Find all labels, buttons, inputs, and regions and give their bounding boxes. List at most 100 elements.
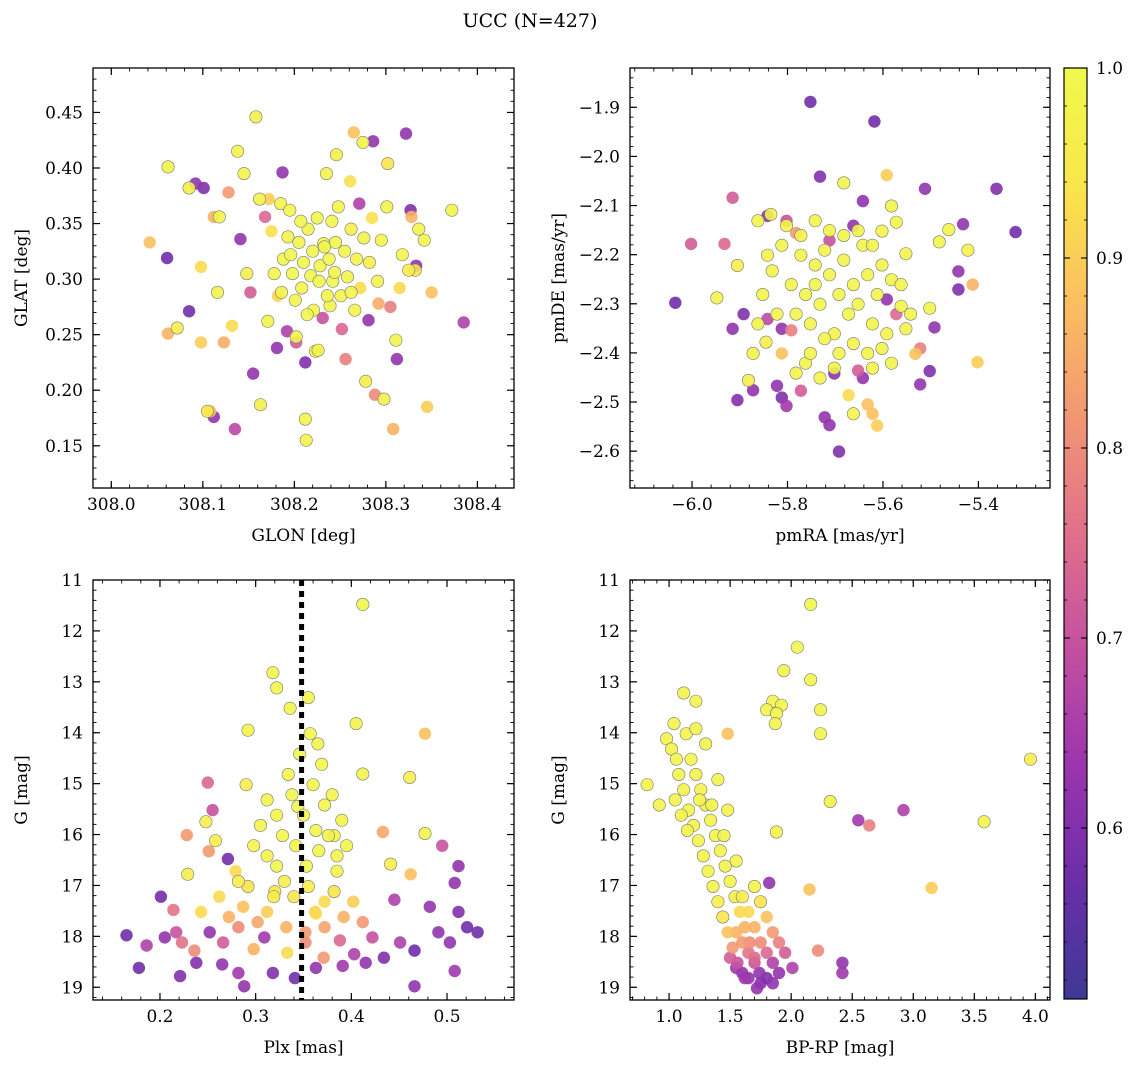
- data-point: [889, 215, 903, 229]
- data-point: [971, 356, 984, 369]
- x-axis-label: pmRA [mas/yr]: [775, 526, 904, 546]
- data-point: [344, 285, 358, 299]
- data-point: [766, 926, 779, 939]
- data-point: [713, 844, 727, 858]
- data-point: [866, 407, 879, 420]
- y-tick-label: 19: [61, 978, 83, 998]
- data-point: [730, 258, 744, 272]
- colorbar-tick-label: 0.6: [1096, 819, 1123, 839]
- y-tick-label: 13: [598, 673, 620, 693]
- data-point: [356, 767, 370, 781]
- data-point: [691, 834, 705, 848]
- data-point: [217, 336, 231, 349]
- data-point: [309, 823, 323, 837]
- data-point: [832, 287, 846, 301]
- data-point: [818, 332, 832, 346]
- y-tick-label: −1.9: [579, 98, 620, 118]
- data-point: [729, 854, 743, 868]
- data-point: [923, 364, 936, 378]
- data-point: [766, 977, 779, 990]
- data-point: [711, 895, 725, 909]
- data-point: [362, 255, 376, 269]
- data-point: [677, 783, 691, 797]
- data-point: [143, 236, 156, 249]
- data-point: [772, 966, 786, 980]
- data-point: [181, 867, 195, 881]
- data-point: [266, 666, 280, 680]
- data-point: [731, 393, 744, 407]
- data-point: [818, 243, 832, 257]
- data-point: [366, 135, 380, 148]
- y-tick-label: 0.35: [45, 215, 83, 235]
- data-point: [770, 307, 784, 321]
- data-point: [274, 197, 288, 211]
- data-point: [804, 673, 818, 687]
- y-tick-label: 12: [598, 622, 620, 642]
- data-point: [966, 278, 979, 291]
- data-point: [340, 270, 354, 284]
- x-tick-label: −6.0: [671, 495, 712, 515]
- data-point: [161, 160, 175, 174]
- data-point: [894, 278, 908, 292]
- data-point: [199, 815, 213, 829]
- data-point: [408, 980, 421, 993]
- data-point: [808, 258, 822, 272]
- data-point: [823, 234, 836, 247]
- data-point: [726, 191, 739, 204]
- data-point: [260, 793, 274, 807]
- data-point: [754, 895, 768, 909]
- data-point: [170, 321, 184, 335]
- data-point: [768, 717, 782, 731]
- data-point: [837, 229, 851, 243]
- data-point: [760, 910, 773, 924]
- x-tick-label: 3.0: [900, 1007, 927, 1027]
- data-point: [718, 237, 731, 251]
- data-point: [388, 893, 401, 906]
- data-point: [861, 346, 875, 360]
- data-point: [823, 794, 837, 808]
- data-point: [267, 267, 281, 281]
- data-point: [298, 412, 312, 426]
- data-point: [751, 317, 765, 331]
- data-point: [865, 361, 879, 375]
- x-tick-label: 1.0: [656, 1007, 683, 1027]
- data-point: [347, 126, 360, 139]
- data-point: [160, 251, 174, 265]
- data-point: [894, 299, 908, 313]
- data-point: [389, 333, 403, 347]
- data-point: [301, 691, 315, 705]
- data-point: [337, 910, 350, 924]
- data-point: [746, 346, 760, 360]
- data-point: [262, 192, 275, 206]
- data-point: [247, 942, 260, 956]
- data-point: [420, 400, 434, 414]
- data-point: [880, 168, 893, 182]
- data-point: [870, 287, 884, 301]
- data-point: [292, 235, 306, 249]
- data-point: [842, 307, 856, 321]
- x-tick-label: 308.1: [178, 495, 227, 515]
- y-tick-label: 16: [61, 826, 83, 846]
- data-point: [808, 214, 822, 228]
- data-point: [412, 222, 426, 236]
- x-tick-label: 0.4: [338, 1007, 365, 1027]
- axes-frame: [92, 579, 515, 1001]
- data-point: [897, 803, 910, 817]
- data-point: [784, 278, 798, 292]
- data-point: [318, 798, 332, 812]
- data-point: [333, 934, 347, 947]
- data-point: [766, 956, 779, 969]
- data-point: [300, 308, 314, 322]
- data-point: [780, 399, 793, 413]
- data-point: [377, 951, 391, 964]
- data-point: [244, 286, 257, 299]
- data-point: [241, 723, 255, 737]
- panel-bprp-g: 1.0 1.5 2.0 2.5 3.0 3.5 4.0 11 12 13 14 15 16 17 18 19 B…: [549, 571, 1051, 1058]
- data-point: [680, 823, 694, 837]
- data-point: [721, 803, 735, 817]
- y-tick-label: −2.5: [579, 393, 620, 413]
- data-point: [301, 879, 315, 893]
- data-point: [823, 418, 836, 432]
- data-point: [457, 316, 470, 329]
- data-point: [190, 956, 203, 969]
